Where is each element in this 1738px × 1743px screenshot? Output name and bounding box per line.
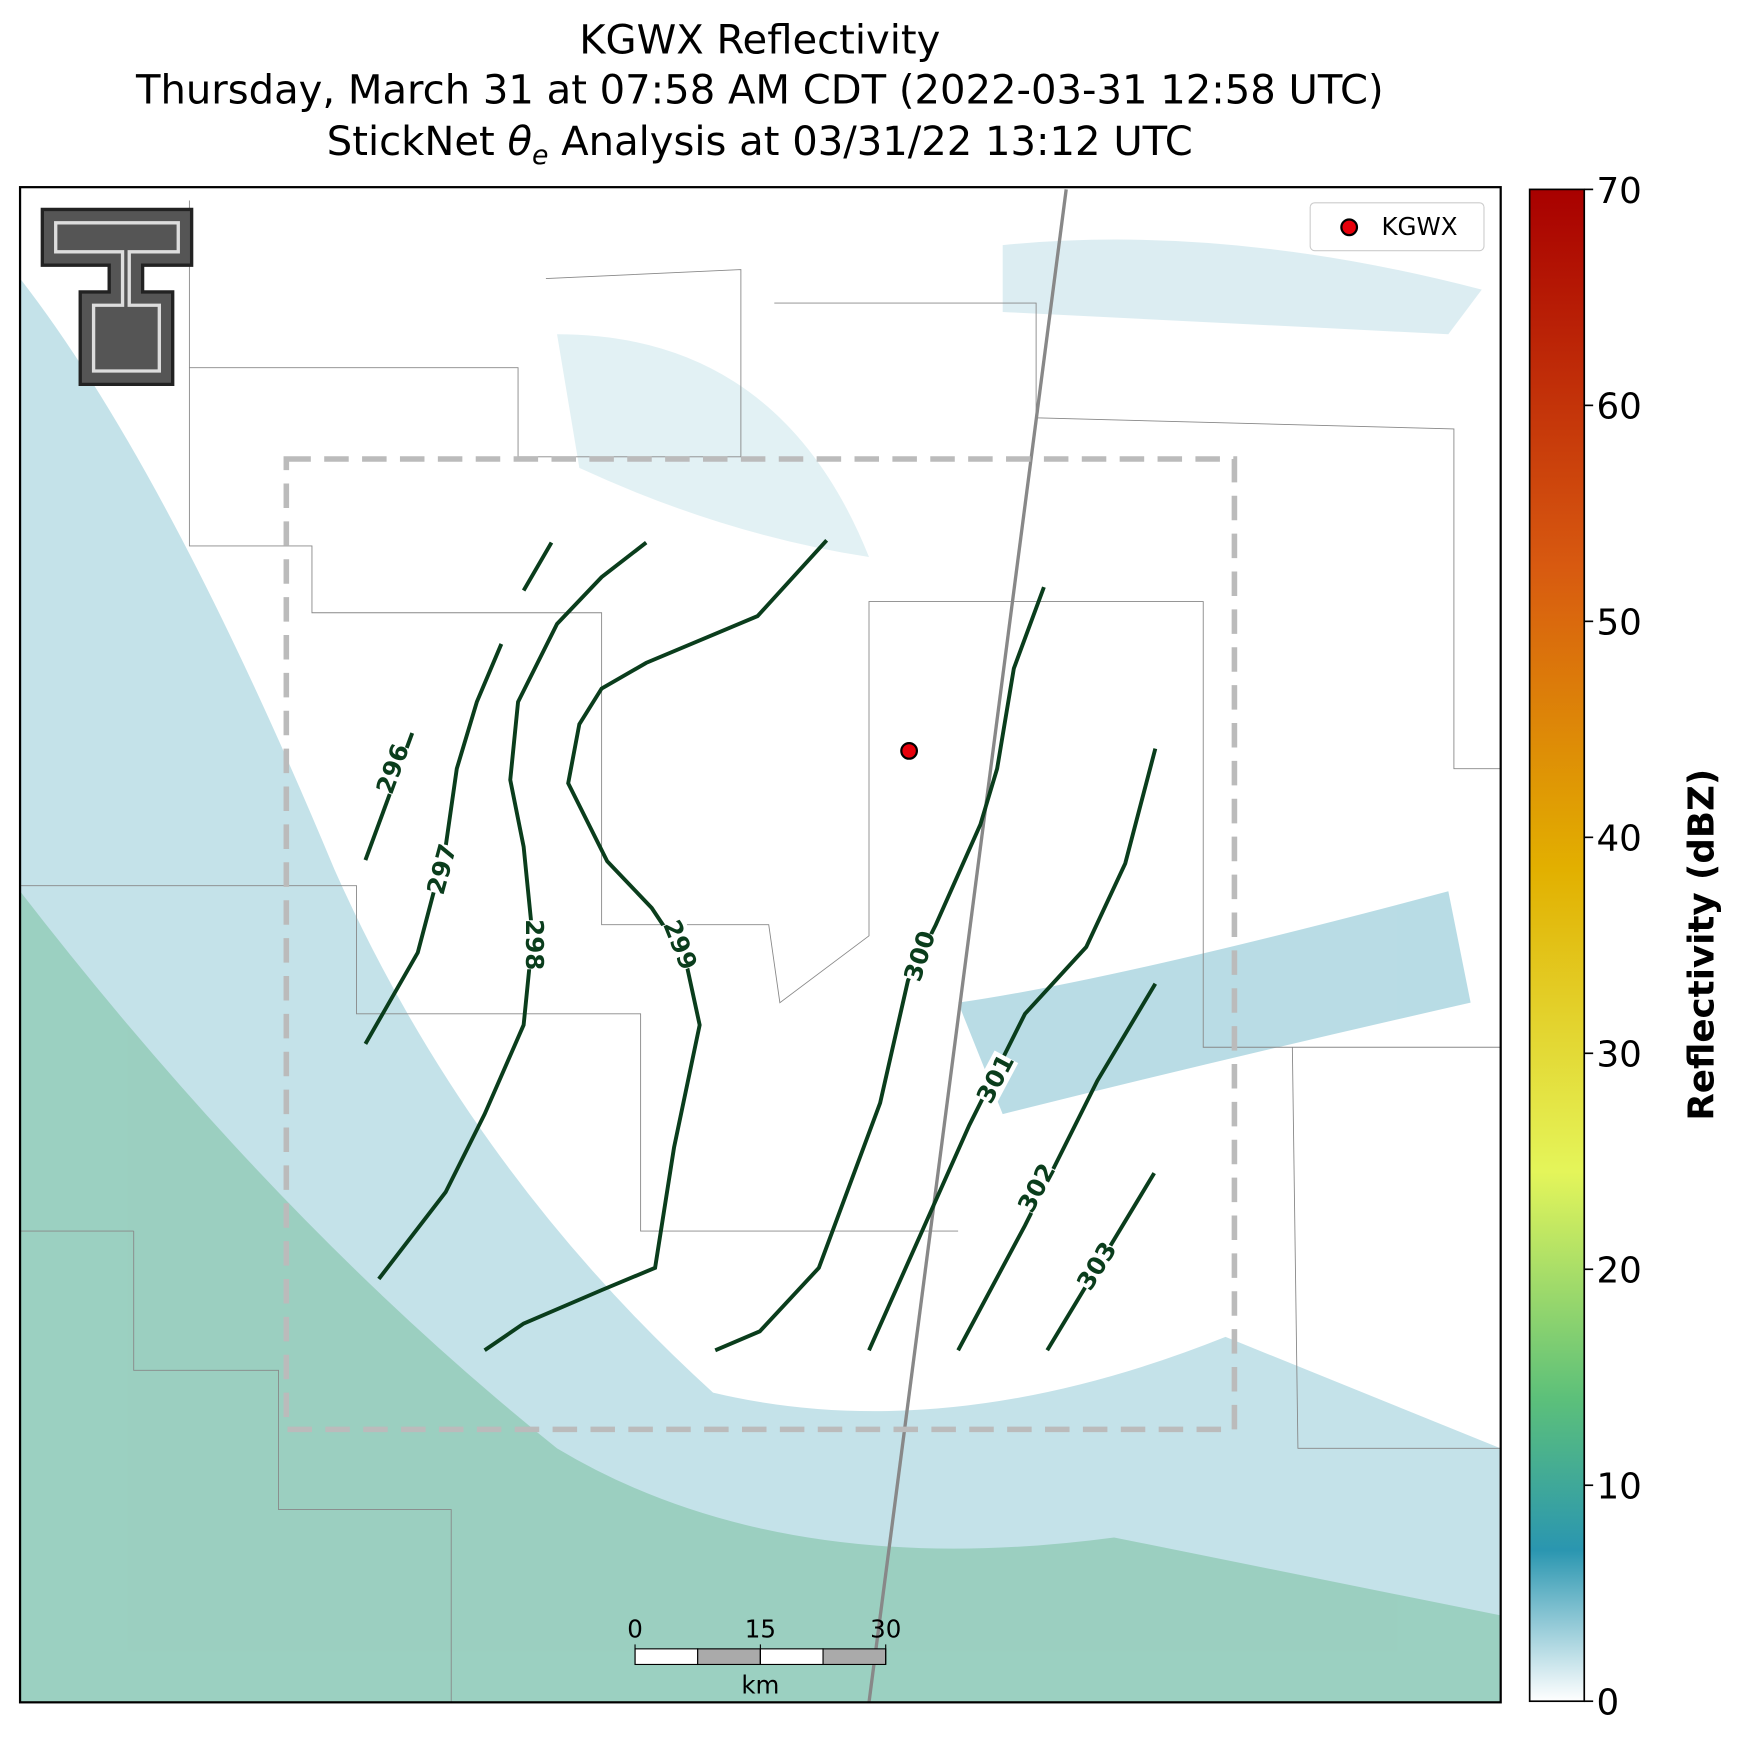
scale-tick-label: 30 <box>870 1615 901 1644</box>
contour-line <box>377 541 648 1281</box>
title-subscript: e <box>532 140 548 171</box>
contour-label-bg <box>1012 1159 1060 1216</box>
colorbar-tick-label: 20 <box>1597 1251 1642 1292</box>
legend-label: KGWX <box>1381 212 1457 241</box>
colorbar-tick-label: 30 <box>1597 1035 1642 1076</box>
title-text: StickNet <box>327 119 495 165</box>
contour-label-bg <box>371 741 414 797</box>
contour-label-bg <box>1071 1237 1121 1294</box>
contour-line <box>483 539 829 1352</box>
colorbar-tick-label: 70 <box>1597 171 1642 212</box>
logo <box>40 207 194 387</box>
scale-bar: 0 15 30 km <box>627 1615 901 1700</box>
title-line: KGWX Reflectivity <box>579 17 940 63</box>
contour-line <box>956 982 1157 1352</box>
contour-line <box>363 643 504 1045</box>
title-symbol: θ <box>508 119 533 165</box>
colorbar-tick-label: 60 <box>1597 387 1642 428</box>
title-line: StickNet θe Analysis at 03/31/22 13:12 U… <box>327 119 1193 171</box>
highway <box>867 189 1068 1703</box>
colorbar-tick-label: 0 <box>1597 1683 1620 1724</box>
title-text: Analysis at 03/31/22 13:12 UTC <box>561 119 1193 165</box>
colorbar-tick-label: 50 <box>1597 603 1642 644</box>
colorbar-ticks: 0 10 20 30 40 50 60 70 <box>1584 171 1642 1724</box>
contour-label: 298 <box>520 919 549 970</box>
contour-label-bg <box>659 917 703 973</box>
scale-segment <box>634 1648 699 1666</box>
scale-tick-label: 15 <box>745 1615 776 1644</box>
colorbar-tick-label: 40 <box>1597 819 1642 860</box>
legend: KGWX <box>1309 202 1485 252</box>
radar-returns <box>20 239 1501 1703</box>
contour-line <box>867 748 1158 1352</box>
scale-unit: km <box>741 1670 779 1699</box>
colorbar-tick-label: 10 <box>1597 1467 1642 1508</box>
contour-label-bg <box>521 920 549 970</box>
contour-label-bg <box>971 1050 1019 1107</box>
colorbar <box>1528 188 1586 1703</box>
contour-label-bg <box>421 841 461 897</box>
colorbar-label: Reflectivity (dBZ) <box>1681 769 1722 1121</box>
scale-segment <box>759 1648 824 1666</box>
radar-site <box>900 741 919 760</box>
map-frame <box>18 186 1502 1704</box>
scale-segment <box>822 1648 887 1666</box>
title: KGWX Reflectivity Thursday, March 31 at … <box>135 17 1384 170</box>
scale-tick-label: 0 <box>627 1615 643 1644</box>
title-line: Thursday, March 31 at 07:58 AM CDT (2022… <box>135 68 1384 114</box>
contour-label-bg <box>898 928 940 984</box>
legend-marker <box>1340 218 1359 237</box>
analysis-domain <box>283 456 1238 1433</box>
scale-segment <box>697 1648 761 1666</box>
